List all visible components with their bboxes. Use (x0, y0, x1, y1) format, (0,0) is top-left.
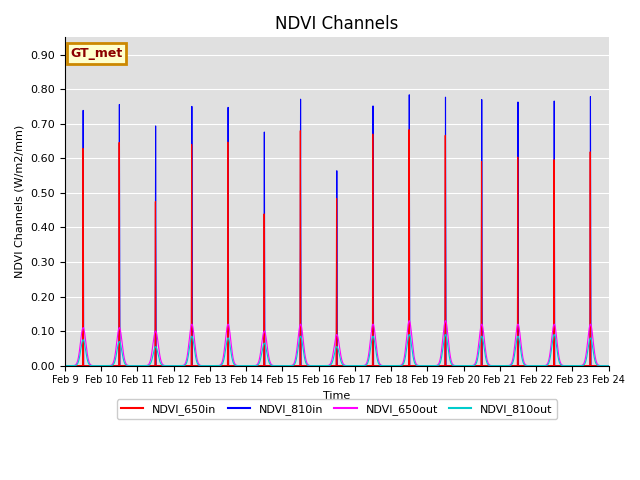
NDVI_650in (470, 363, 477, 369)
Legend: NDVI_650in, NDVI_810in, NDVI_650out, NDVI_810out: NDVI_650in, NDVI_810in, NDVI_650out, NDV… (116, 399, 557, 419)
NDVI_810out (506, 363, 513, 369)
NDVI_650out (484, 360, 492, 366)
NDVI_810in (61, 363, 69, 369)
NDVI_650out (470, 362, 477, 368)
NDVI_810out (484, 362, 492, 368)
NDVI_650out (61, 363, 69, 369)
NDVI_810out (498, 363, 506, 369)
NDVI_650in (90, 363, 97, 369)
NDVI_810in (408, 363, 416, 369)
NDVI_650in (506, 363, 513, 369)
NDVI_650in (408, 363, 416, 369)
NDVI_810in (506, 363, 513, 369)
Title: NDVI Channels: NDVI Channels (275, 15, 399, 33)
NDVI_810out (550, 332, 558, 337)
NDVI_650out (605, 363, 612, 369)
Line: NDVI_650in: NDVI_650in (65, 130, 609, 366)
NDVI_650in (605, 363, 612, 369)
NDVI_810in (470, 363, 477, 369)
Line: NDVI_810out: NDVI_810out (65, 335, 609, 366)
NDVI_810in (605, 363, 612, 369)
NDVI_810out (90, 363, 97, 369)
NDVI_810in (90, 363, 97, 369)
NDVI_810out (605, 363, 612, 369)
Y-axis label: NDVI Channels (W/m2/mm): NDVI Channels (W/m2/mm) (15, 125, 25, 278)
NDVI_650out (442, 318, 449, 324)
NDVI_650in (405, 127, 413, 132)
Line: NDVI_810in: NDVI_810in (65, 95, 609, 366)
NDVI_650out (408, 336, 416, 341)
Text: GT_met: GT_met (70, 47, 123, 60)
NDVI_650out (506, 362, 513, 368)
NDVI_810in (484, 363, 492, 369)
NDVI_810out (470, 363, 477, 369)
NDVI_810out (61, 363, 69, 369)
NDVI_650in (484, 363, 492, 369)
NDVI_650in (498, 363, 506, 369)
Line: NDVI_650out: NDVI_650out (65, 321, 609, 366)
NDVI_650in (61, 363, 69, 369)
X-axis label: Time: Time (323, 391, 351, 401)
NDVI_650out (498, 363, 506, 369)
NDVI_810in (405, 92, 413, 98)
NDVI_650out (90, 363, 97, 369)
NDVI_810out (408, 347, 416, 352)
NDVI_810in (498, 363, 506, 369)
